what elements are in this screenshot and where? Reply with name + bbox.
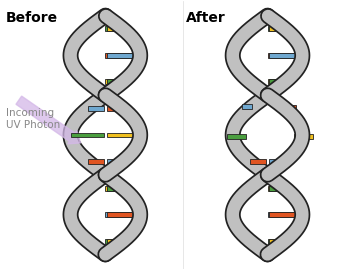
Bar [269, 212, 302, 217]
Bar [105, 79, 121, 85]
Bar [107, 159, 123, 164]
Text: Before: Before [6, 11, 58, 25]
Bar [269, 53, 302, 58]
Bar [107, 212, 140, 217]
Bar [267, 185, 284, 191]
Bar [107, 185, 123, 191]
Bar [242, 104, 252, 109]
Bar [107, 133, 140, 137]
Bar [88, 106, 104, 111]
Bar [107, 79, 123, 85]
Bar [269, 26, 285, 31]
Bar [107, 26, 123, 31]
Bar [71, 133, 104, 137]
Bar [107, 106, 123, 111]
Bar [227, 134, 246, 139]
Bar [269, 79, 285, 85]
Bar [105, 26, 121, 31]
Bar [105, 239, 121, 244]
Bar [105, 53, 139, 58]
Bar [267, 239, 284, 244]
Bar [105, 185, 121, 191]
Bar [267, 26, 284, 31]
Bar [267, 53, 301, 58]
FancyArrow shape [16, 96, 80, 144]
Bar [269, 239, 285, 244]
Bar [286, 105, 296, 110]
Bar [105, 212, 139, 217]
Bar [269, 159, 285, 164]
Bar [250, 159, 266, 164]
Bar [88, 159, 104, 164]
Text: After: After [186, 11, 226, 25]
Bar [267, 79, 284, 85]
Bar [107, 53, 140, 58]
Bar [294, 134, 313, 139]
Bar [269, 185, 285, 191]
Bar [267, 212, 301, 217]
Text: Incoming
UV Photon: Incoming UV Photon [6, 108, 60, 130]
Bar [107, 239, 123, 244]
